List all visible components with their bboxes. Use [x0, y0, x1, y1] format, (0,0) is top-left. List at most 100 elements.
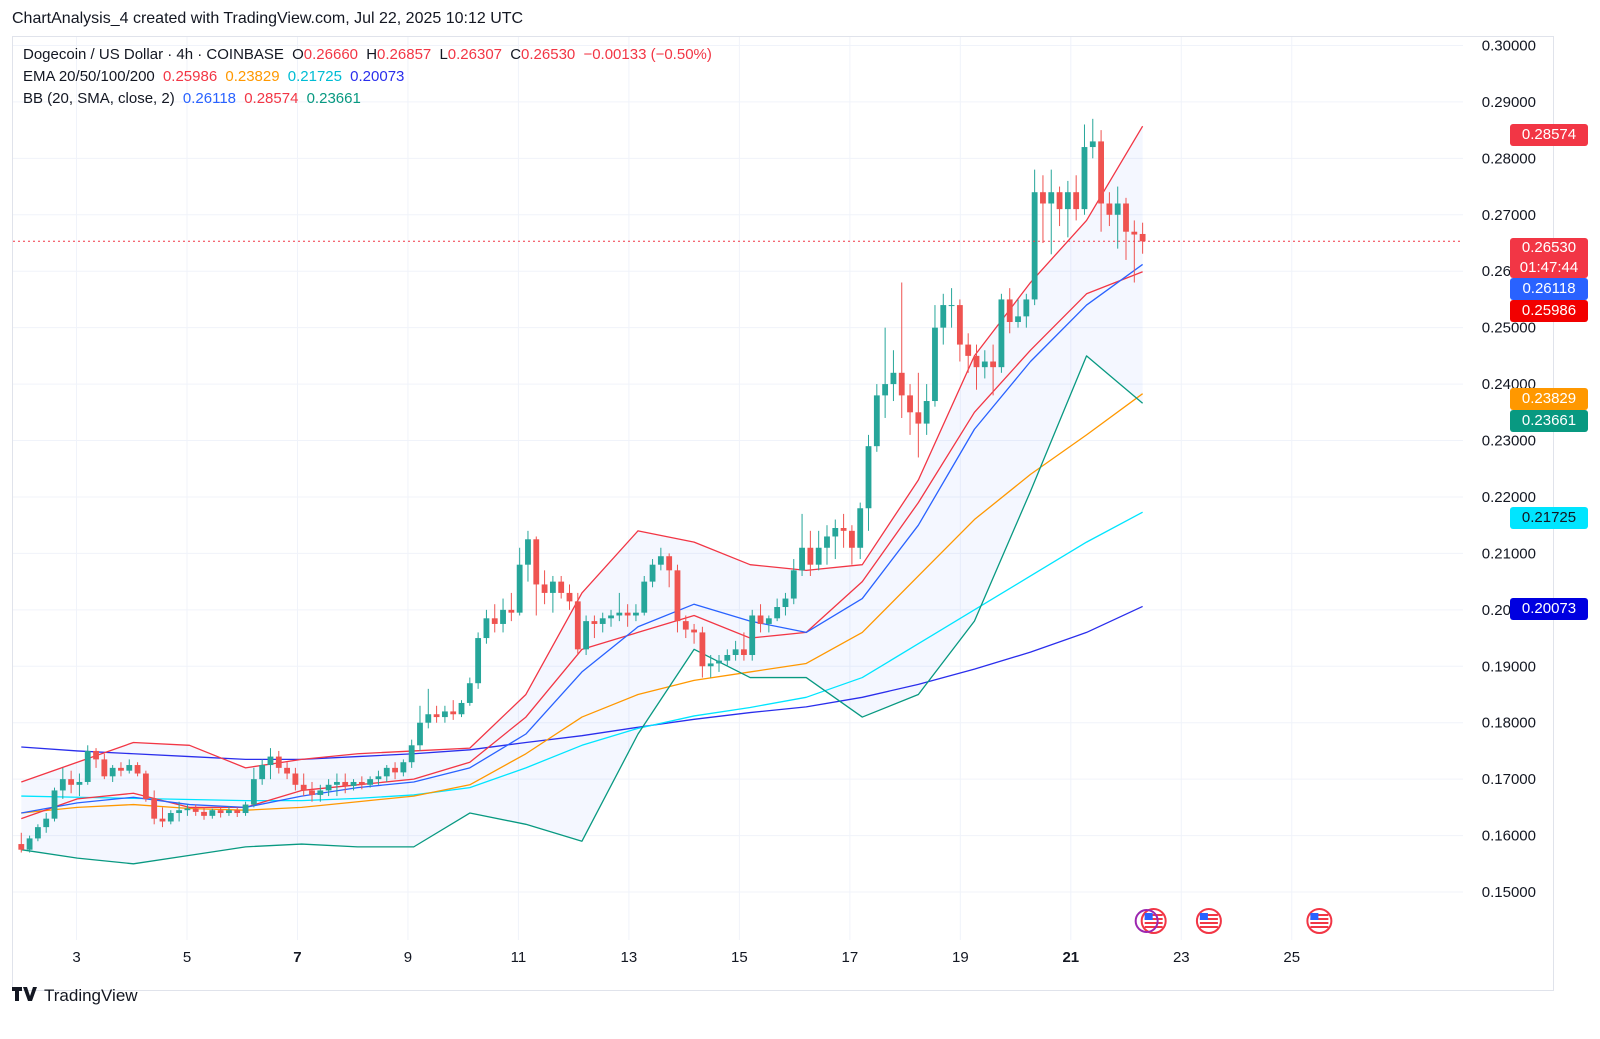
us-flag-event-icon [1195, 908, 1222, 934]
candle-body-down [674, 570, 681, 622]
bar-countdown: 01:47:44 [1519, 259, 1579, 276]
candle-body-up [549, 581, 556, 593]
candle-body-down [1123, 203, 1129, 232]
candle-body-up [732, 649, 739, 655]
high-value: 0.26857 [377, 46, 432, 63]
legend-line-ema: EMA 20/50/100/200 0.25986 0.23829 0.2172… [23, 68, 408, 85]
candle-body-up [599, 618, 606, 624]
candle-body-down [965, 344, 972, 356]
x-tick-label: 13 [621, 949, 638, 966]
ema200-line [21, 605, 1143, 761]
candle-body-down [807, 547, 814, 565]
candle-body-down [18, 844, 25, 850]
candle-body-up [799, 547, 805, 571]
candle-body-down [682, 621, 689, 630]
y-tick-label: 0.29000 [1482, 94, 1536, 111]
candle-body-up [458, 702, 465, 715]
candle-body-down [915, 412, 922, 424]
candle-body-up [765, 618, 772, 624]
candle-body-down [907, 395, 913, 413]
candle-body-up [857, 508, 864, 548]
us-flag-event-icon [1140, 908, 1167, 934]
ema20-line [21, 271, 1143, 820]
candle-body-up [882, 384, 889, 396]
candle-body-up [209, 810, 216, 816]
tradingview-brand: TradingView [44, 986, 138, 1005]
candle-body-down [342, 781, 349, 786]
candle-body-up [334, 781, 340, 785]
tradingview-footer[interactable]: TradingView [12, 986, 138, 1006]
candle-body-down [666, 556, 673, 571]
bb_lower-line [21, 355, 1144, 865]
candle-body-up [176, 810, 183, 814]
candle-body-down [142, 773, 149, 799]
candle-body-down [292, 773, 299, 785]
candle-body-up [790, 570, 797, 599]
change-value: −0.00133 (−0.50%) [583, 46, 712, 63]
candle-body-down [68, 779, 75, 785]
candle-body-up [1048, 192, 1055, 204]
candle-body-up [923, 401, 930, 424]
ema20-value: 0.25986 [162, 68, 218, 85]
candle-body-up [34, 827, 41, 839]
candle-body-up [724, 654, 731, 661]
bb-upper-price-label: 0.28574 [1510, 124, 1588, 146]
y-tick-label: 0.21000 [1482, 545, 1536, 562]
bollinger-band-fill [21, 126, 1143, 864]
candle-body-up [932, 327, 938, 402]
bb-basis-value: 0.26118 [182, 90, 237, 107]
last-price-value: 0.26530 [1521, 239, 1577, 256]
bb-lower-price-label: 0.23661 [1510, 410, 1588, 432]
candle-body-up [59, 779, 66, 791]
candle-body-up [375, 776, 382, 780]
candle-body-up [657, 556, 664, 565]
candle-body-up [259, 765, 266, 780]
tradingview-logo-icon [12, 986, 38, 1006]
legend-line-bb: BB (20, SMA, close, 2) 0.26118 0.28574 0… [23, 90, 365, 107]
candle-body-up [707, 663, 714, 667]
candle-body-down [990, 361, 997, 368]
candle-body-down [566, 592, 573, 602]
candle-body-up [824, 536, 830, 548]
candle-body-up [425, 714, 432, 723]
candle-body-down [757, 615, 764, 624]
ema50-line [21, 393, 1144, 814]
candle-body-up [583, 621, 590, 650]
candle-body-up [1089, 141, 1096, 148]
candle-body-down [392, 767, 398, 773]
bb-indicator-label: BB (20, SMA, close, 2) [23, 90, 175, 107]
bb-basis-price-label: 0.26118 [1510, 278, 1588, 300]
candle-body-up [516, 564, 523, 613]
candle-body-up [649, 564, 656, 582]
ema50-value: 0.23829 [225, 68, 280, 85]
low-value: 0.26307 [447, 46, 503, 63]
candle-body-up [417, 722, 423, 746]
ema200-price-label: 0.20073 [1510, 598, 1588, 620]
us-flag-event-icon [1306, 908, 1333, 934]
close-value: 0.26530 [521, 46, 576, 63]
legend-line-symbol: Dogecoin / US Dollar · 4h · COINBASE O0.… [23, 46, 716, 63]
candle-body-up [483, 618, 490, 639]
candle-body-up [126, 765, 133, 771]
candle-body-up [716, 660, 722, 664]
candle-body-up [184, 808, 191, 811]
candle-body-down [309, 790, 315, 795]
x-tick-label: 3 [72, 949, 80, 966]
candle-body-up [84, 750, 91, 782]
candle-body-up [325, 784, 332, 791]
y-tick-label: 0.18000 [1482, 715, 1536, 732]
ema-indicator-label: EMA 20/50/100/200 [23, 68, 155, 85]
candle-body-up [981, 361, 988, 368]
candle-body-down [1139, 233, 1146, 242]
candle-body-up [633, 612, 639, 616]
candle-body-down [1040, 192, 1046, 204]
symbol-title: Dogecoin / US Dollar · 4h · COINBASE [23, 46, 284, 63]
x-tick-label: 19 [952, 949, 969, 966]
close-label: C [510, 46, 522, 63]
bb_upper-line [21, 125, 1144, 783]
y-tick-label: 0.30000 [1482, 37, 1536, 54]
candle-body-down [192, 808, 199, 812]
candle-body-up [749, 615, 756, 655]
candle-body-down [433, 714, 440, 718]
